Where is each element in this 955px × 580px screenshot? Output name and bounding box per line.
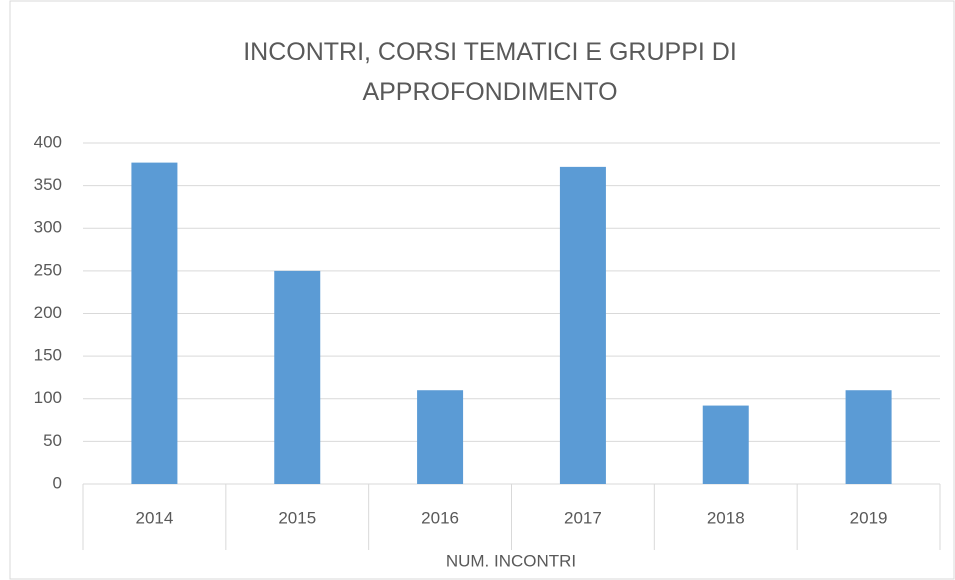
y-tick-label: 200 <box>34 303 62 322</box>
y-tick-label: 100 <box>34 388 62 407</box>
x-axis-label: NUM. INCONTRI <box>446 551 576 570</box>
y-tick-label: 400 <box>34 132 62 151</box>
bar <box>131 162 178 485</box>
y-tick-label: 50 <box>43 431 62 450</box>
bar <box>417 390 464 484</box>
y-tick-label: 0 <box>53 473 62 492</box>
y-tick-label: 350 <box>34 175 62 194</box>
bar <box>845 390 892 484</box>
bar <box>559 166 606 484</box>
y-tick-label: 300 <box>34 218 62 237</box>
x-tick-label: 2014 <box>136 508 174 527</box>
x-tick-label: 2019 <box>850 508 888 527</box>
x-tick-label: 2017 <box>564 508 602 527</box>
chart-title: INCONTRI, CORSI TEMATICI E GRUPPI DI APP… <box>243 38 737 106</box>
y-tick-label: 250 <box>34 260 62 279</box>
x-tick-label: 2018 <box>707 508 745 527</box>
chart-border <box>9 0 955 580</box>
bar <box>702 405 749 484</box>
bar <box>274 270 321 484</box>
x-tick-label: 2015 <box>278 508 316 527</box>
y-tick-label: 150 <box>34 346 62 365</box>
x-tick-label: 2016 <box>421 508 459 527</box>
